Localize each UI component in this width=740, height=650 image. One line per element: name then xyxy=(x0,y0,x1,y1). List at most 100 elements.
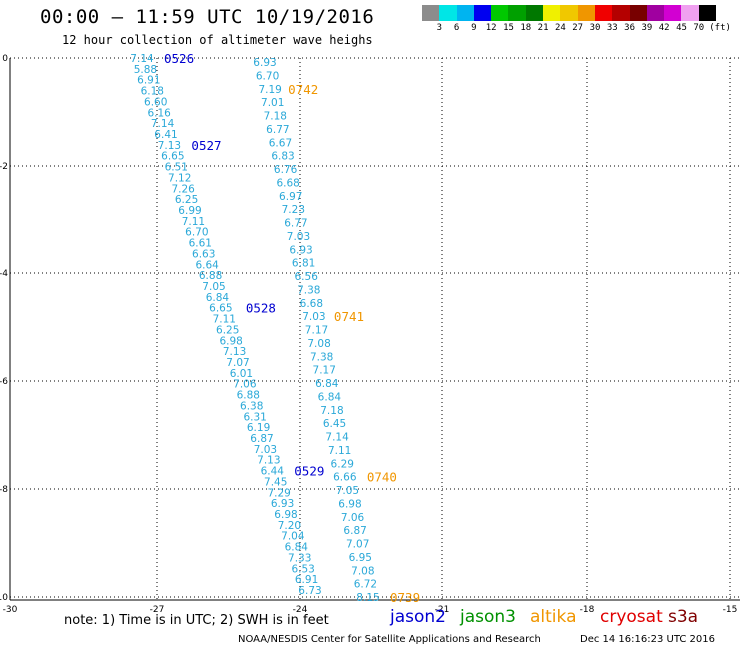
colorbar-label: 42 xyxy=(658,23,670,33)
swh-value-label: 6.84 xyxy=(206,292,230,304)
colorbar-label: 39 xyxy=(641,23,653,33)
swh-value-label: 6.68 xyxy=(300,298,323,310)
swh-value-label: 6.64 xyxy=(195,259,219,271)
swh-value-label: 6.16 xyxy=(147,107,171,119)
swh-value-label: 7.33 xyxy=(288,552,311,564)
colorbar-label: 15 xyxy=(503,23,514,33)
swh-value-label: 6.61 xyxy=(189,238,212,250)
swh-value-label: 6.60 xyxy=(144,96,167,108)
swh-value-label: 7.04 xyxy=(281,531,305,543)
swh-value-label: 6.25 xyxy=(175,194,198,206)
swh-value-label: 6.91 xyxy=(137,75,160,87)
colorbar-unit: (ft) xyxy=(709,23,731,33)
swh-value-label: 6.44 xyxy=(261,466,285,478)
pass-time-label: 0739 xyxy=(390,590,420,605)
swh-value-label: 7.08 xyxy=(351,565,374,577)
swh-value-label: 6.77 xyxy=(266,124,289,136)
colorbar-label: 36 xyxy=(624,23,636,33)
swh-value-label: 6.63 xyxy=(192,248,215,260)
swh-value-label: 6.72 xyxy=(354,579,377,591)
swh-value-label: 6.99 xyxy=(178,205,201,217)
colorbar-swatch xyxy=(422,5,440,21)
swh-value-label: 7.18 xyxy=(320,405,343,417)
swh-value-label: 7.14 xyxy=(151,118,175,130)
swh-value-label: 7.01 xyxy=(261,97,284,109)
swh-value-label: 6.45 xyxy=(323,418,346,430)
x-tick-label: -15 xyxy=(723,605,738,615)
swh-value-label: 7.05 xyxy=(202,281,225,293)
swh-value-label: 7.17 xyxy=(305,325,328,337)
pass-time-label: 0740 xyxy=(367,470,397,485)
colorbar-swatch xyxy=(560,5,578,21)
colorbar-label: 12 xyxy=(485,23,497,33)
colorbar-swatch xyxy=(629,5,647,21)
colorbar-swatch xyxy=(543,5,561,21)
colorbar-swatch xyxy=(646,5,665,21)
legend-jason2: jason2 xyxy=(390,607,446,627)
colorbar-label: 33 xyxy=(606,23,618,33)
swh-value-label: 6.91 xyxy=(295,574,318,586)
swh-value-label: 6.93 xyxy=(271,498,294,510)
pass-time-label: 0741 xyxy=(334,309,364,324)
swh-value-label: 7.11 xyxy=(182,216,205,228)
swh-value-label: 7.08 xyxy=(307,338,330,350)
swh-value-label: 7.11 xyxy=(328,445,351,457)
page-title: 00:00 – 11:59 UTC 10/19/2016 xyxy=(40,6,375,28)
colorbar-label: 3 xyxy=(436,23,443,33)
x-tick-label: -24 xyxy=(293,605,308,615)
swh-value-label: 6.88 xyxy=(237,390,260,402)
colorbar-swatch xyxy=(456,5,474,21)
swh-value-label: 8.15 xyxy=(356,592,379,604)
colorbar-swatch xyxy=(525,5,544,21)
swh-value-label: 7.06 xyxy=(233,379,257,391)
swh-value-label: 6.51 xyxy=(165,162,188,174)
swh-value-label: 6.31 xyxy=(243,411,266,423)
page-subtitle: 12 hour collection of altimeter wave hei… xyxy=(62,33,373,47)
swh-value-label: 7.03 xyxy=(254,444,277,456)
colorbar-label: 70 xyxy=(693,23,705,33)
swh-value-label: 6.25 xyxy=(216,324,239,336)
footer-note: note: 1) Time is in UTC; 2) SWH is in fe… xyxy=(64,613,329,628)
swh-value-label: 6.76 xyxy=(274,164,298,176)
swh-value-label: 6.56 xyxy=(295,271,319,283)
swh-value-label: 7.07 xyxy=(346,539,369,551)
pass-time-label: 0527 xyxy=(191,138,221,153)
colorbar-swatch xyxy=(664,5,682,21)
swh-value-label: 6.98 xyxy=(338,498,361,510)
credit-text: NOAA/NESDIS Center for Satellite Applica… xyxy=(238,634,541,645)
colorbar-label: 18 xyxy=(520,23,532,33)
y-tick-label: -8 xyxy=(0,485,8,495)
colorbar-swatch xyxy=(577,5,595,21)
swh-value-label: 6.66 xyxy=(333,472,357,484)
y-tick-label: -10 xyxy=(0,593,8,603)
swh-value-label: 6.68 xyxy=(276,177,299,189)
legend-altika: altika xyxy=(530,607,577,627)
swh-value-label: 6.81 xyxy=(292,258,315,270)
x-tick-label: -18 xyxy=(580,605,595,615)
colorbar-label: 45 xyxy=(676,23,687,33)
swh-value-label: 7.17 xyxy=(313,365,336,377)
swh-value-label: 7.11 xyxy=(213,314,236,326)
swh-value-label: 7.13 xyxy=(223,346,246,358)
swh-value-label: 7.13 xyxy=(257,455,280,467)
colorbar-swatch xyxy=(698,5,717,21)
swh-value-label: 7.45 xyxy=(264,476,287,488)
colorbar-swatch xyxy=(594,5,613,21)
swh-value-label: 7.23 xyxy=(282,204,305,216)
swh-value-label: 6.95 xyxy=(349,552,372,564)
swh-value-label: 7.13 xyxy=(158,140,181,152)
swh-value-label: 6.01 xyxy=(230,368,253,380)
colorbar-swatch xyxy=(439,5,457,21)
pass-time-label: 0528 xyxy=(246,301,276,316)
pass-time-label: 0526 xyxy=(164,51,194,66)
legend-jason3: jason3 xyxy=(460,607,516,627)
swh-value-label: 6.53 xyxy=(291,563,314,575)
swh-value-label: 7.38 xyxy=(310,351,333,363)
x-tick-label: -30 xyxy=(3,605,18,615)
legend-cryosat: cryosat xyxy=(600,607,663,627)
swh-value-label: 6.83 xyxy=(271,151,294,163)
swh-value-label: 6.98 xyxy=(274,509,297,521)
swh-value-label: 6.29 xyxy=(331,458,354,470)
